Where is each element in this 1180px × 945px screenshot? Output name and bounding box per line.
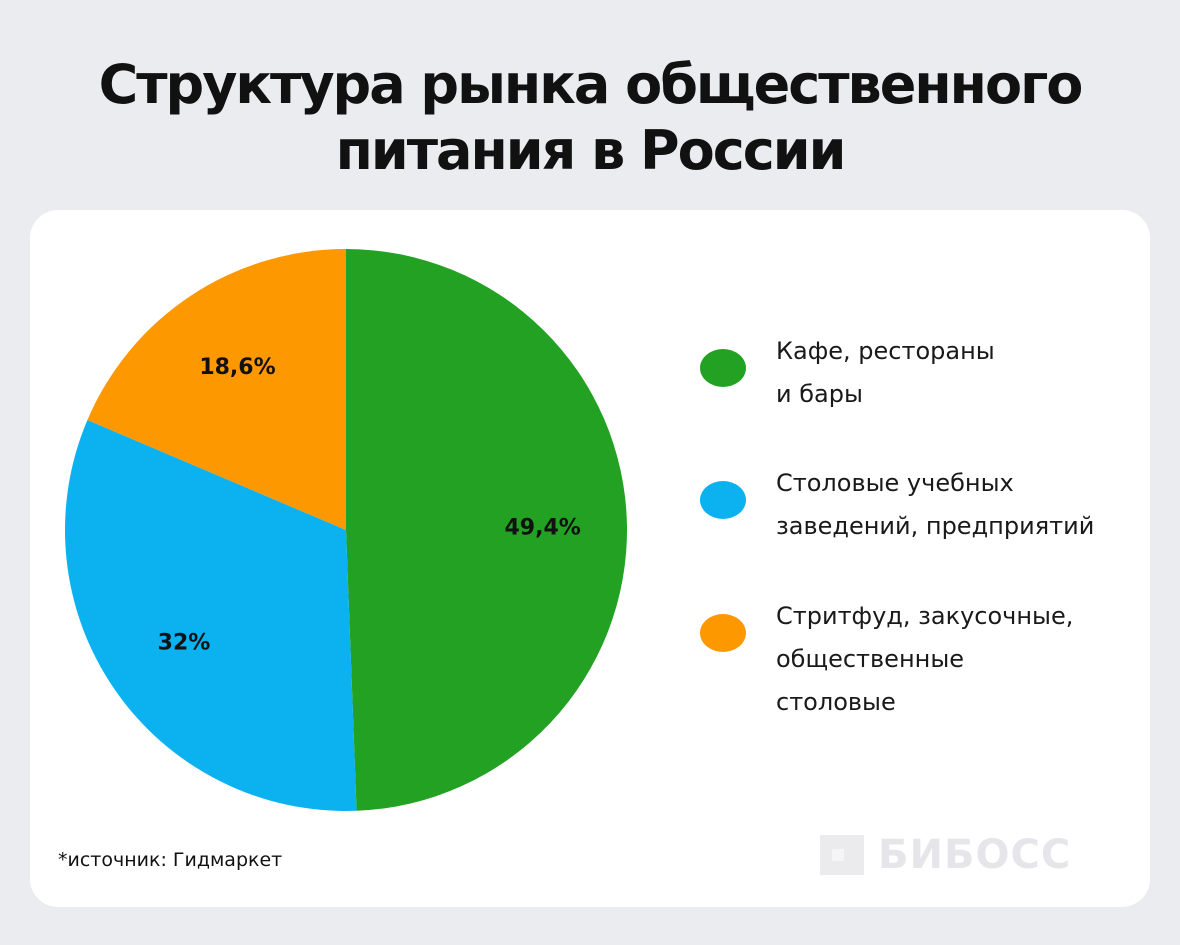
source-note: *источник: Гидмаркет — [58, 849, 283, 871]
slice-label-cafes: 49,4% — [505, 515, 581, 540]
legend-label-canteens: Столовые учебных заведений, предприятий — [776, 462, 1146, 548]
pie-slice-cafes — [346, 249, 628, 811]
legend-line: Кафе, рестораны — [776, 337, 995, 365]
pie-slice-streetfood — [87, 249, 346, 530]
legend-line: заведений, предприятий — [776, 512, 1095, 540]
pie-slice-canteens — [64, 420, 357, 812]
logo: БИБОСС — [820, 832, 1072, 878]
chart-card: 49,4% 32% 18,6% Кафе, рестораны и бары Сто… — [30, 210, 1150, 907]
legend-line: Столовые учебных — [776, 469, 1014, 497]
logo-text: БИБОСС — [878, 832, 1072, 878]
legend-label-cafes: Кафе, рестораны и бары — [776, 330, 1146, 416]
legend-line: общественные — [776, 645, 965, 673]
chart-title: Структура рынка общественного питания в … — [0, 52, 1180, 184]
chart-title-line-1: Структура рынка общественного — [98, 53, 1084, 116]
chart-title-line-2: питания в России — [335, 119, 847, 182]
legend-line: столовые — [776, 688, 896, 716]
legend-swatch-streetfood — [700, 614, 746, 652]
square-logo-icon — [820, 835, 864, 875]
legend-line: и бары — [776, 380, 863, 408]
slice-label-canteens: 32% — [158, 631, 211, 656]
slice-label-streetfood: 18,6% — [199, 355, 275, 380]
legend-swatch-canteens — [700, 481, 746, 519]
pie-chart: 49,4% 32% 18,6% — [64, 249, 628, 812]
legend-swatch-cafes — [700, 349, 746, 387]
legend-line: Стритфуд, закусочные, — [776, 602, 1074, 630]
legend-label-streetfood: Стритфуд, закусочные, общественные столо… — [776, 595, 1146, 724]
